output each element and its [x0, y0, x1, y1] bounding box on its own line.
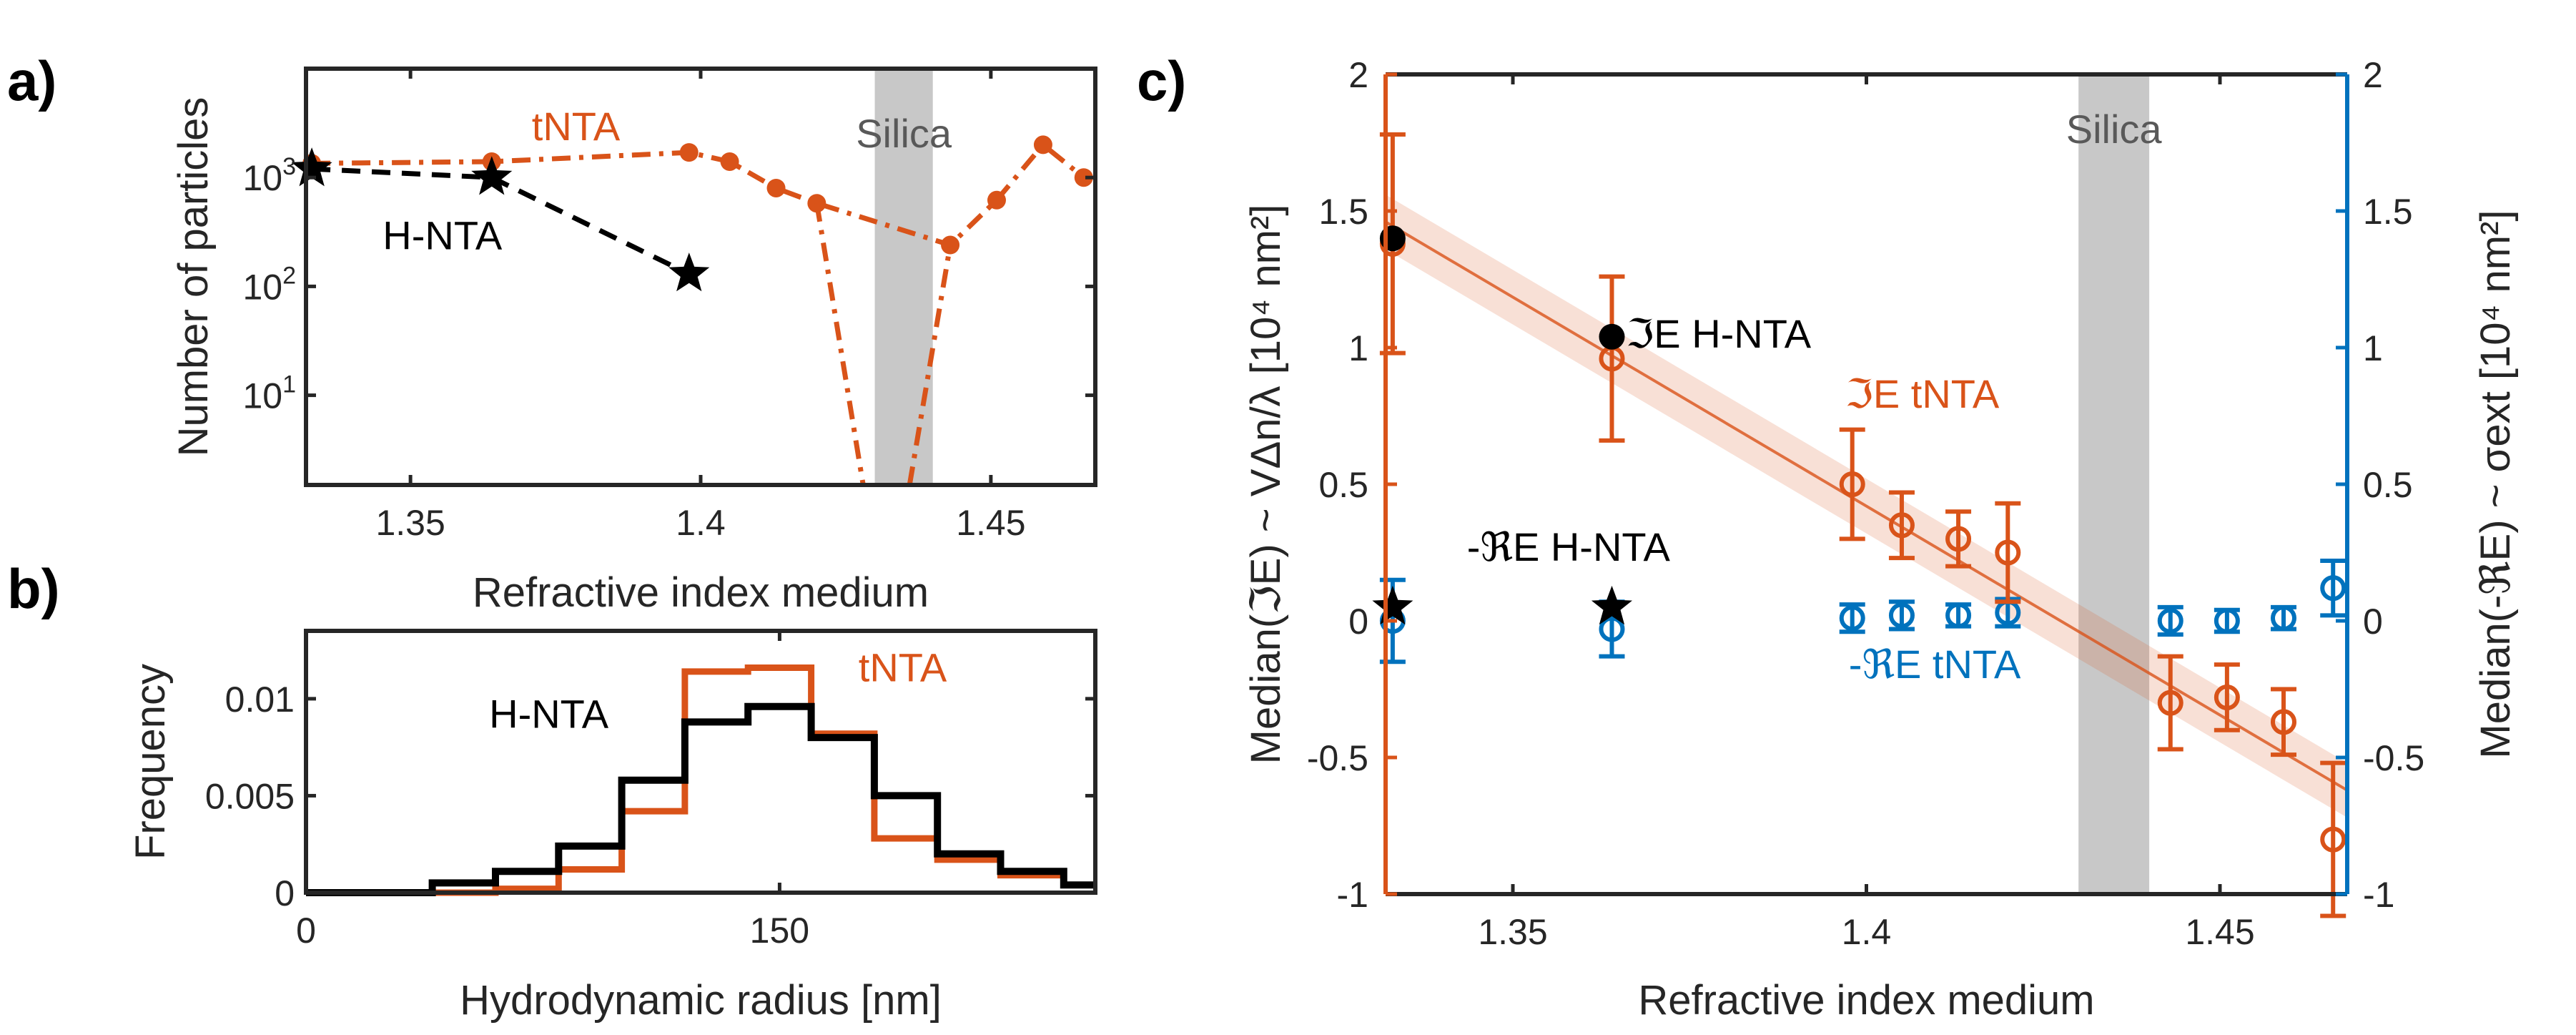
x-axis-label-c: Refractive index medium: [1638, 977, 2094, 1024]
annotation-c-0: ℑE H-NTA: [1626, 311, 1812, 356]
annotation-c-2: -ℜE H-NTA: [1467, 524, 1671, 569]
y-axis-label-b: Frequency: [127, 664, 174, 860]
series-line-2-tNTA-rise: [907, 244, 953, 486]
axes-frame-b: [304, 629, 1097, 895]
reE-HNTA-point: [1372, 585, 1413, 625]
y-tick-label-left-c: 1: [1348, 328, 1368, 368]
panel-a-chart: Silica tNTA H-NTA 1.35 1.4 1.45 101 102 103 Refra…: [170, 67, 1097, 616]
y-tick-label-b: 0.005: [205, 776, 295, 816]
series-label-a-1: H-NTA: [383, 212, 503, 257]
imE-tNTA-point: [1839, 471, 1865, 497]
y-tick-label-right-c: 0.5: [2363, 465, 2413, 505]
reE-tNTA-point: [1945, 602, 1972, 629]
y-tick-label-right-c: -1: [2363, 875, 2394, 915]
x-tick-label-c: 1.45: [2185, 912, 2254, 952]
tNTA-count-point: [720, 152, 739, 171]
x-tick-label-b: 150: [750, 911, 809, 951]
panel-b-label: b): [7, 557, 60, 620]
tNTA-count-point: [1074, 168, 1093, 187]
reE-tNTA-point: [2320, 575, 2346, 602]
reE-tNTA-point: [1995, 599, 2021, 626]
annotation-c-3: -ℜE tNTA: [1849, 642, 2021, 687]
histogram-tNTA: [306, 664, 1095, 896]
tNTA-count-point: [766, 178, 786, 197]
imE-tNTA-point: [1945, 526, 1972, 552]
reE-tNTA-point: [1888, 602, 1915, 629]
series-label-b-1: H-NTA: [489, 692, 609, 737]
y-tick-label-right-c: -0.5: [2363, 738, 2424, 778]
panel-a-label: a): [7, 49, 56, 112]
imE-tNTA-point: [2214, 684, 2240, 710]
tNTA-count-point: [987, 190, 1006, 210]
series-line-0-tNTA: [312, 141, 1085, 248]
y-tick-label-right-c: 1: [2363, 328, 2383, 368]
x-axis-label-a: Refractive index medium: [473, 569, 929, 616]
y-tick-label-left-c: -1: [1337, 875, 1368, 915]
x-tick-label-a: 1.4: [676, 503, 726, 543]
x-tick-label-a: 1.35: [375, 503, 445, 543]
y-tick-label-left-c: 0: [1348, 602, 1368, 642]
silica-label-c: Silica: [2066, 107, 2163, 152]
x-axis-label-b: Hydrodynamic radius [nm]: [460, 977, 942, 1024]
y-tick-label-left-c: 2: [1348, 55, 1368, 95]
imE-tNTA-point: [1888, 512, 1915, 539]
reE-tNTA-point: [2157, 608, 2183, 634]
hnta-count-point: [471, 156, 513, 195]
silica-label-a: Silica: [856, 111, 952, 156]
imE-tNTA-point: [1995, 539, 2021, 566]
fit-line: [1384, 220, 2349, 792]
y-tick-label-left-c: 1.5: [1318, 192, 1368, 232]
hnta-count-point: [668, 252, 710, 292]
x-tick-label-c: 1.4: [1842, 912, 1892, 952]
histogram-H-NTA: [306, 702, 1095, 896]
panel-c-chart: Silica ℑE H-NTA ℑE tNTA -ℜE H-NTA -ℜE tNTA 1.…: [1243, 55, 2519, 1024]
panel-b-chart: tNTA H-NTA 0 150 0 0.005 0.01 Hydrodynamic radi…: [127, 629, 1097, 1024]
x-tick-label-a: 1.45: [956, 503, 1025, 543]
y-tick-label-b: 0: [275, 873, 295, 913]
y-tick-label-right-c: 2: [2363, 55, 2383, 95]
panel-c-label: c): [1137, 49, 1186, 112]
reE-tNTA-point: [1839, 605, 1865, 632]
y-axis-label-left-c: Median(ℑE) ~ VΔn/λ [10⁴ nm²]: [1243, 205, 1289, 765]
imE-HNTA-point: [1599, 323, 1625, 350]
silica-band-c: [2078, 74, 2150, 894]
imE-tNTA-point: [2157, 690, 2183, 716]
tNTA-count-point: [679, 143, 699, 162]
imE-tNTA-point: [2270, 709, 2296, 735]
x-tick-label-c: 1.35: [1478, 912, 1547, 952]
tNTA-count-point: [1033, 135, 1052, 154]
series-label-b-0: tNTA: [859, 644, 947, 690]
y-axis-label-a: Number of particles: [170, 97, 217, 457]
tNTA-count-point: [807, 194, 826, 213]
y-tick-label-a: 101: [242, 371, 296, 416]
axes-frame-a: [304, 67, 1097, 487]
reE-tNTA-point: [1599, 616, 1625, 642]
y-tick-label-right-c: 1.5: [2363, 192, 2413, 232]
x-tick-label-b: 0: [296, 911, 316, 951]
y-tick-label-left-c: 0.5: [1318, 465, 1368, 505]
y-tick-label-a: 103: [242, 153, 296, 198]
y-axis-label-right-c: Median(-ℜE) ~ σext [10⁴ nm²]: [2472, 210, 2519, 758]
reE-tNTA-point: [2270, 605, 2296, 632]
series-label-a-0: tNTA: [532, 104, 621, 149]
reE-HNTA-point: [1591, 585, 1632, 625]
reE-tNTA-point: [2214, 608, 2240, 634]
imE-tNTA-point: [2320, 826, 2346, 853]
hnta-count-point: [291, 147, 332, 187]
y-tick-label-a: 102: [242, 262, 296, 307]
y-tick-label-right-c: 0: [2363, 602, 2383, 642]
imE-tNTA-point: [1599, 345, 1625, 372]
y-tick-label-left-c: -0.5: [1307, 738, 1368, 778]
annotation-c-1: ℑE tNTA: [1845, 371, 2000, 416]
series-line-1-tNTA-drop: [814, 202, 866, 486]
y-tick-label-b: 0.01: [225, 680, 295, 720]
